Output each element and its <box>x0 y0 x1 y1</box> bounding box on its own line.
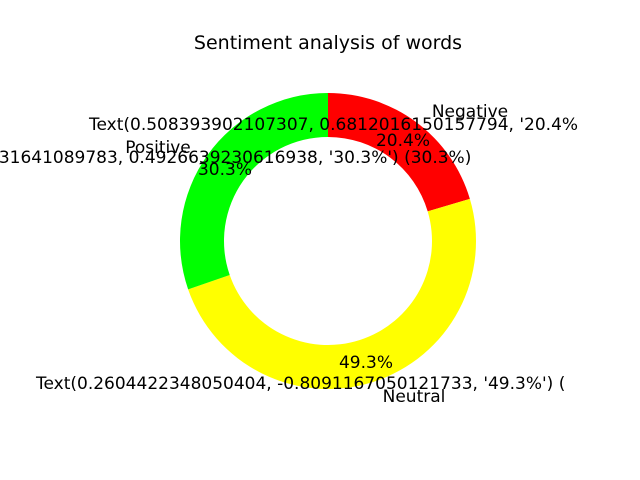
donut-slices <box>179 93 477 390</box>
slice-neutral <box>188 198 477 390</box>
slice-labels: Text(0.508393902107307, 0.68120161501577… <box>0 102 578 407</box>
chart-title: Sentiment analysis of words <box>194 32 462 54</box>
slice-negative <box>328 93 470 212</box>
slice-text-label-negative: Text(0.508393902107307, 0.68120161501577… <box>88 115 578 135</box>
slice-label-neutral: Neutral <box>383 387 446 407</box>
slice-pct-negative: 20.4% <box>376 131 430 151</box>
slice-positive <box>179 93 328 290</box>
slice-label-positive: Positive <box>125 138 191 158</box>
slice-pct-positive: 30.3% <box>198 160 252 180</box>
slice-text-label-neutral: Text(0.2604422348050404, -0.809116705012… <box>35 374 565 394</box>
slice-text-label-positive: 531641089783, 0.4926639230616938, '30.3%… <box>0 148 471 168</box>
slice-pct-neutral: 49.3% <box>339 353 393 373</box>
slice-label-negative: Negative <box>432 102 508 122</box>
